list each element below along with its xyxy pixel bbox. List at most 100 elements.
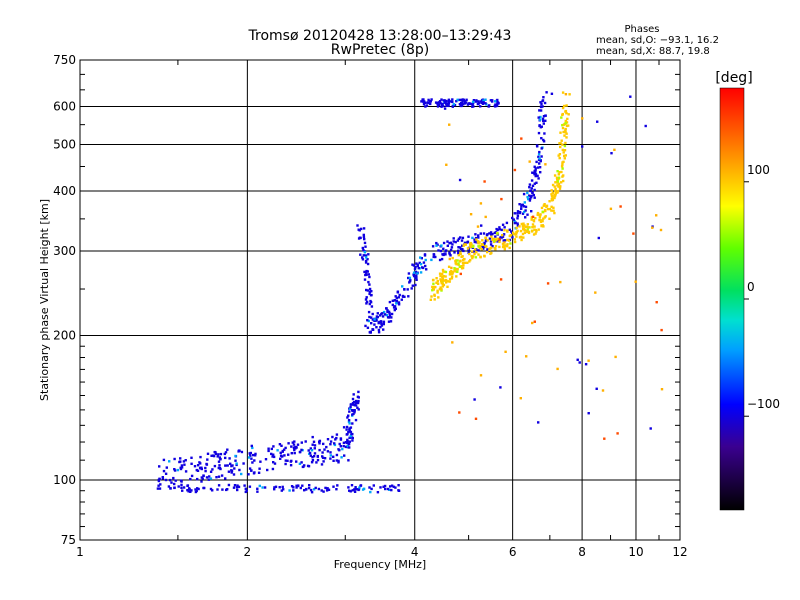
echo-point xyxy=(466,240,470,243)
echo-point xyxy=(177,485,180,488)
echo-point xyxy=(447,100,450,104)
x-tick-label: 1 xyxy=(76,545,84,559)
echo-point xyxy=(229,462,232,465)
echo-point xyxy=(368,287,372,291)
echo-point xyxy=(173,486,176,489)
echo-point xyxy=(359,253,362,256)
echo-point xyxy=(393,305,397,308)
y-tick-label: 100 xyxy=(53,473,76,487)
echo-point xyxy=(290,452,293,455)
echo-point xyxy=(462,258,465,262)
echo-point xyxy=(457,246,460,249)
echo-point xyxy=(217,460,221,463)
y-axis-label: Stationary phase Virtual Height [km] xyxy=(38,199,51,401)
echo-point xyxy=(564,93,568,96)
echo-point xyxy=(256,487,259,490)
echo-point xyxy=(457,249,460,252)
echo-point xyxy=(523,224,526,227)
echo-point xyxy=(368,302,371,306)
echo-point xyxy=(477,245,480,248)
colorbar-tick-label: 100 xyxy=(747,163,770,177)
echo-point xyxy=(486,248,489,251)
echo-point xyxy=(463,261,467,264)
echo-point xyxy=(554,187,557,191)
echo-point xyxy=(237,449,241,452)
echo-point xyxy=(475,99,478,102)
echo-point xyxy=(326,438,330,441)
echo-point xyxy=(202,474,205,478)
echo-point xyxy=(253,459,256,462)
echo-point xyxy=(515,226,518,230)
echo-point xyxy=(353,403,356,407)
echo-point xyxy=(278,443,282,446)
echo-point xyxy=(546,282,550,285)
echo-point xyxy=(427,98,430,102)
y-tick-label: 750 xyxy=(53,53,76,67)
echo-point xyxy=(209,470,213,473)
echo-point xyxy=(337,459,340,463)
echo-point xyxy=(426,101,430,104)
echo-point xyxy=(550,193,553,196)
echo-point xyxy=(244,490,247,494)
echo-point xyxy=(352,393,355,396)
echo-point xyxy=(516,214,520,218)
echo-point xyxy=(477,234,480,237)
echo-point xyxy=(379,486,382,489)
echo-point xyxy=(555,176,559,179)
echo-point xyxy=(201,477,204,480)
echo-point xyxy=(351,409,354,412)
echo-point xyxy=(442,275,445,278)
echo-point xyxy=(557,182,561,186)
echo-point xyxy=(476,100,479,103)
echo-point xyxy=(329,443,332,446)
echo-point xyxy=(537,421,540,424)
echo-point xyxy=(518,211,521,215)
echo-point xyxy=(433,298,436,301)
echo-point xyxy=(342,444,345,448)
echo-point xyxy=(479,232,482,235)
echo-point xyxy=(416,263,419,266)
echo-point xyxy=(448,273,452,276)
echo-point xyxy=(471,100,475,104)
echo-point xyxy=(168,478,172,482)
echo-point xyxy=(363,251,367,254)
echo-point xyxy=(247,473,250,476)
echo-point xyxy=(226,464,229,467)
echo-point xyxy=(530,210,533,213)
echo-point xyxy=(457,252,460,255)
echo-point xyxy=(566,117,569,121)
echo-point xyxy=(300,441,303,444)
echo-point xyxy=(496,228,499,232)
echo-point xyxy=(469,102,472,106)
echo-point xyxy=(214,452,218,455)
echo-point xyxy=(475,241,478,244)
echo-point xyxy=(458,265,461,268)
echo-point xyxy=(603,437,606,440)
axis-ticks xyxy=(80,60,680,540)
echo-point xyxy=(496,102,499,106)
echo-point xyxy=(553,194,557,198)
echo-point xyxy=(576,358,579,361)
echo-point xyxy=(237,485,241,489)
echo-point xyxy=(368,292,371,295)
echo-point xyxy=(397,303,401,306)
echo-point xyxy=(339,438,343,441)
echo-point xyxy=(397,301,401,304)
echo-point xyxy=(534,217,537,220)
echo-point xyxy=(412,274,416,278)
echo-point xyxy=(280,444,283,447)
echo-point xyxy=(395,299,399,303)
echo-point xyxy=(217,484,221,487)
echo-point xyxy=(560,116,563,119)
echo-point xyxy=(281,450,284,453)
echo-point xyxy=(293,440,296,443)
echo-point xyxy=(240,450,244,454)
echo-point xyxy=(538,109,541,112)
echo-point xyxy=(344,445,348,449)
echo-point xyxy=(362,248,365,252)
echo-point xyxy=(550,209,553,212)
echo-point xyxy=(353,411,356,414)
echo-point xyxy=(536,174,539,177)
echo-point xyxy=(540,206,544,210)
echo-point xyxy=(542,225,545,228)
